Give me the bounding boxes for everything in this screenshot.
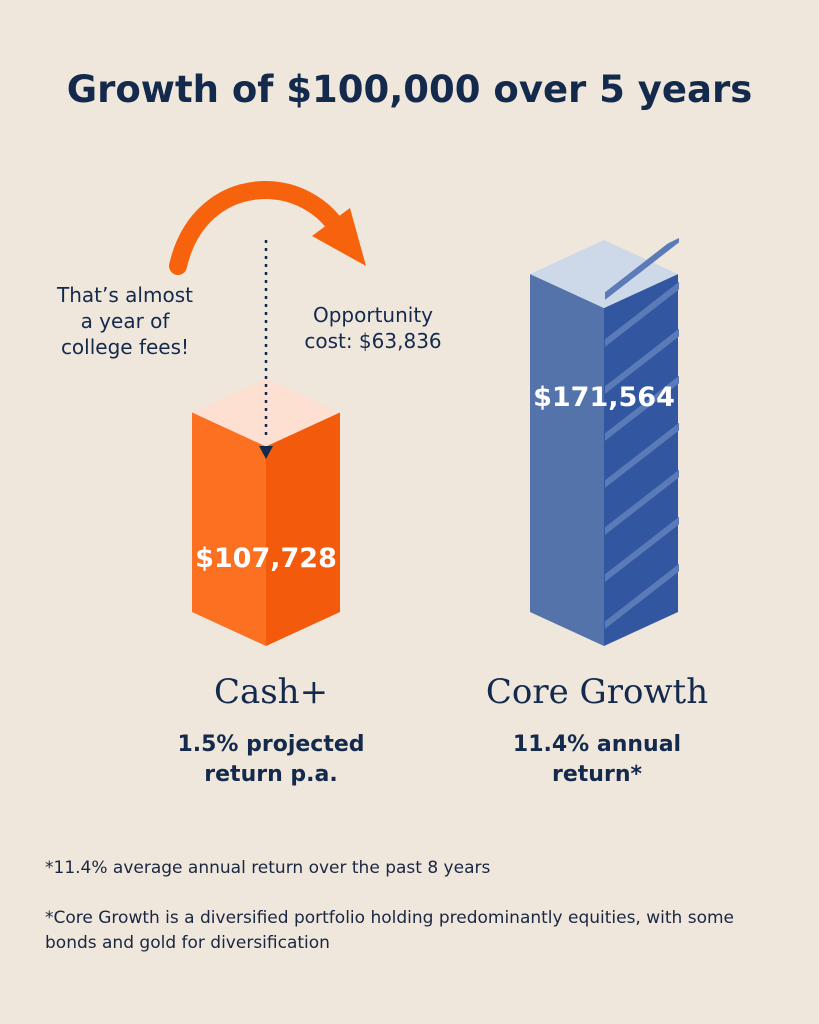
opportunity-cost-annotation: Opportunity cost: $63,836 bbox=[304, 303, 442, 353]
pointer-arrowhead-icon bbox=[259, 446, 273, 459]
cash-plus-subtitle: 1.5% projected return p.a. bbox=[177, 732, 365, 787]
footnote-portfolio: *Core Growth is a diversified portfolio … bbox=[45, 908, 734, 953]
stripe-line bbox=[605, 321, 679, 397]
footnote-return: *11.4% average annual return over the pa… bbox=[45, 858, 491, 878]
stripe-line bbox=[605, 368, 679, 444]
bar-left-face bbox=[530, 274, 604, 646]
cash-plus-name: Cash+ bbox=[213, 672, 329, 712]
stripe-line bbox=[605, 462, 679, 538]
bar-top-face bbox=[530, 240, 678, 308]
stripe-line bbox=[605, 509, 679, 585]
arrow-head-icon bbox=[312, 208, 366, 266]
bar-left-face bbox=[192, 412, 266, 646]
chart-title: Growth of $100,000 over 5 years bbox=[66, 68, 753, 111]
bars-group bbox=[192, 238, 690, 864]
stripe-line bbox=[600, 794, 690, 864]
bar-right-face bbox=[266, 412, 340, 646]
bar-top-face bbox=[192, 378, 340, 447]
bar-right-face bbox=[604, 274, 678, 646]
bar-value-label: $107,728 bbox=[195, 543, 337, 574]
core-growth-subtitle: 11.4% annual return* bbox=[512, 732, 682, 787]
college-fees-annotation: That’s almost a year of college fees! bbox=[57, 283, 193, 359]
stripe-line bbox=[605, 238, 679, 303]
stripe-line bbox=[605, 274, 679, 350]
core-growth-name: Core Growth bbox=[485, 672, 709, 712]
bar-value-label: $171,564 bbox=[533, 382, 675, 413]
stripe-line bbox=[605, 556, 679, 632]
stripe-line bbox=[605, 415, 679, 491]
curved-arrow-icon bbox=[169, 181, 352, 275]
